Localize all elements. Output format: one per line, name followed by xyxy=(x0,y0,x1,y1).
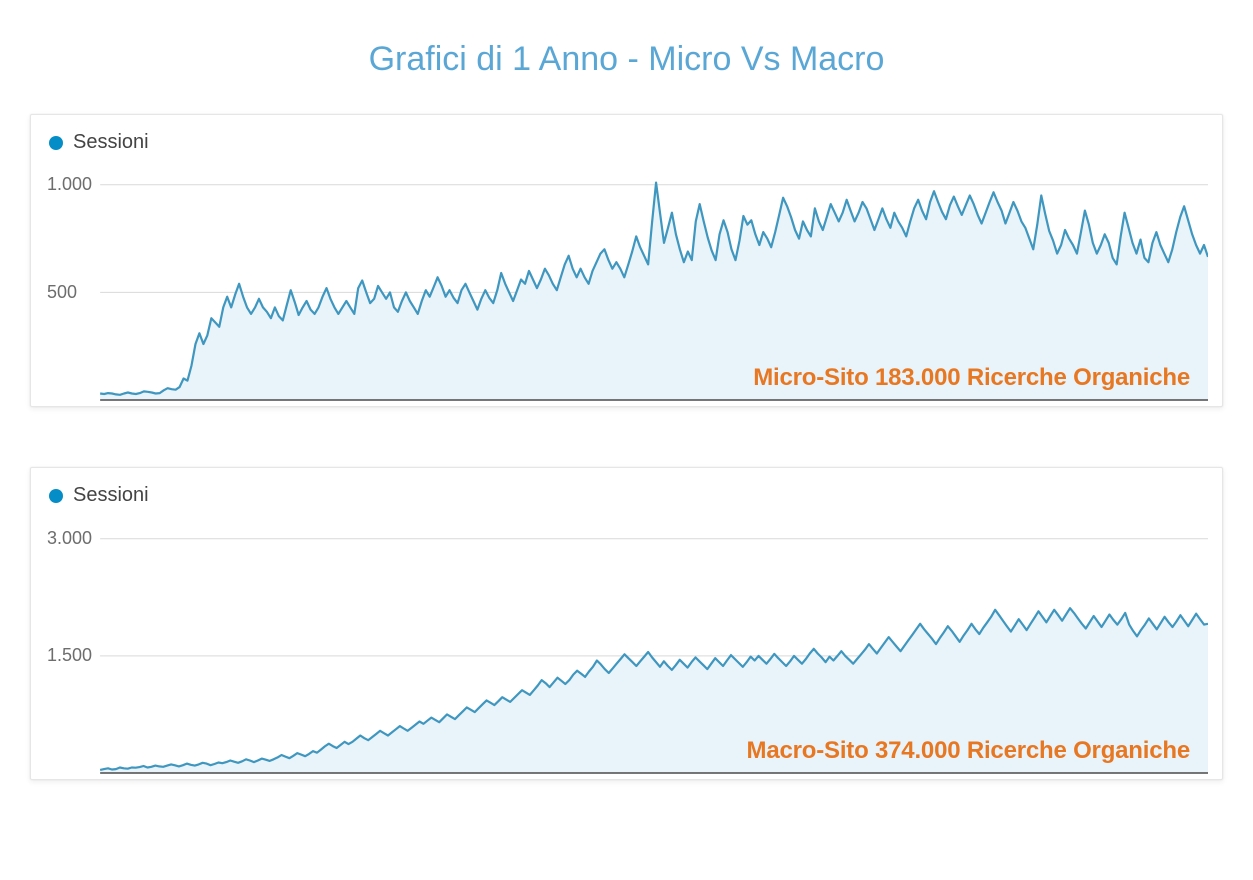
y-axis-label: 1.500 xyxy=(47,645,92,666)
chart-card-micro: Sessioni 1.000 500 Micro-Sito 183.000 Ric… xyxy=(30,114,1223,407)
page-title: Grafici di 1 Anno - Micro Vs Macro xyxy=(30,40,1223,79)
chart-plot-macro: 3.000 1.500 Macro-Sito 374.000 Ricerche O… xyxy=(45,515,1208,775)
y-axis-label: 500 xyxy=(47,282,77,303)
legend-label: Sessioni xyxy=(73,484,149,507)
y-axis-label: 1.000 xyxy=(47,174,92,195)
y-axis-label: 3.000 xyxy=(47,528,92,549)
legend-macro: Sessioni xyxy=(49,484,1208,507)
chart-plot-micro: 1.000 500 Micro-Sito 183.000 Ricerche Org… xyxy=(45,162,1208,402)
legend-dot-icon xyxy=(49,136,63,150)
chart-caption-micro: Micro-Sito 183.000 Ricerche Organiche xyxy=(753,364,1190,392)
legend-dot-icon xyxy=(49,489,63,503)
legend-micro: Sessioni xyxy=(49,131,1208,154)
chart-caption-macro: Macro-Sito 374.000 Ricerche Organiche xyxy=(747,737,1190,765)
chart-card-macro: Sessioni 3.000 1.500 Macro-Sito 374.000 R… xyxy=(30,467,1223,780)
legend-label: Sessioni xyxy=(73,131,149,154)
